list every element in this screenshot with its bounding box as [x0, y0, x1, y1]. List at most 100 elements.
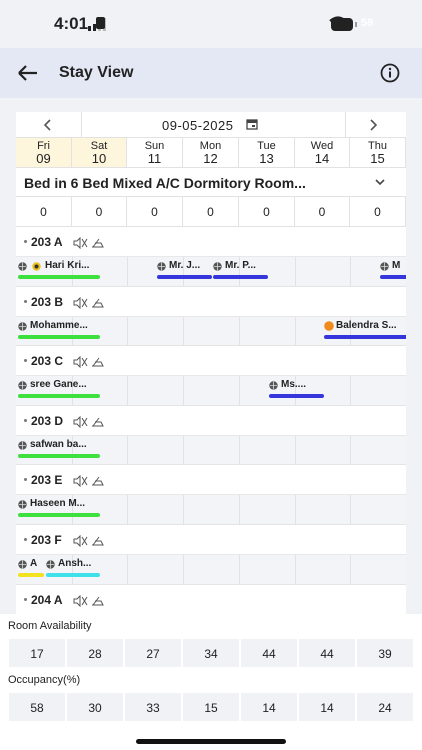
- next-button[interactable]: [345, 112, 406, 138]
- column-line: [72, 376, 73, 405]
- summary-value: 44: [262, 647, 276, 661]
- day-date: 12: [203, 151, 218, 166]
- title: Stay View: [59, 64, 134, 81]
- booking[interactable]: Mr. P...: [213, 260, 298, 283]
- back-button[interactable]: [16, 63, 40, 83]
- column-line: [127, 555, 128, 584]
- booking[interactable]: Ms....: [269, 379, 354, 402]
- availability-label: Room Availability: [8, 620, 92, 632]
- room-row: 203 D: [16, 405, 406, 436]
- summary-value: 27: [146, 647, 160, 661]
- chevron: [375, 179, 385, 186]
- column-line: [183, 435, 184, 465]
- room-status-icons: [73, 355, 107, 373]
- battery: 58: [360, 17, 374, 29]
- column-line: [127, 495, 128, 524]
- day-date: 14: [314, 151, 330, 166]
- booking[interactable]: sree Gane...: [18, 379, 130, 402]
- guest-name: M: [392, 260, 401, 271]
- summary-cell: 44: [240, 638, 298, 668]
- booking[interactable]: Hari Kri...: [18, 260, 130, 283]
- column-line: [127, 376, 128, 405]
- guest-name: A: [30, 558, 38, 569]
- column-line: [72, 257, 73, 286]
- column-line: [295, 376, 296, 405]
- count-cell: 0: [16, 197, 72, 227]
- room-name: 203 B: [31, 294, 64, 309]
- info-button[interactable]: [379, 62, 401, 84]
- day-name: Wed: [310, 140, 334, 152]
- guest-name: Ms....: [281, 379, 307, 391]
- room-row: 203 A: [16, 227, 406, 257]
- room-bullet: [24, 299, 27, 303]
- room-bullet: [24, 418, 27, 422]
- summary-value: 14: [262, 701, 276, 715]
- calendar-icon[interactable]: [246, 118, 258, 130]
- count-cell: 0: [127, 197, 183, 227]
- guest-name: Mohamme...: [30, 319, 88, 331]
- column-line: [239, 555, 240, 584]
- day-date: 09: [36, 151, 51, 166]
- column-line: [239, 435, 240, 465]
- column-line: [183, 316, 184, 346]
- summary-cell: 15: [182, 692, 240, 722]
- day-cell: Sat 10: [72, 138, 127, 167]
- column-line: [350, 435, 351, 465]
- occupancy-label: Occupancy(%): [8, 674, 81, 686]
- column-line: [127, 316, 128, 346]
- room-bullet: [24, 597, 27, 601]
- room-type-row[interactable]: Bed in 6 Bed Mixed A/C Dormitory Room...: [16, 167, 406, 197]
- summary-cell: 34: [182, 638, 240, 668]
- booking[interactable]: Haseen M...: [18, 498, 130, 521]
- summary-value: 33: [146, 701, 160, 715]
- room-row: 203 E: [16, 465, 406, 496]
- summary-value: 44: [320, 647, 334, 661]
- booking-bar: [157, 275, 212, 279]
- room-bullet: [24, 538, 27, 541]
- room-status-icons: [73, 594, 107, 612]
- count-cell: 0: [239, 197, 295, 227]
- count-cell: 0: [295, 197, 350, 227]
- date-nav: 09-05-2025: [16, 112, 406, 138]
- booking[interactable]: Mohamme...: [18, 319, 130, 343]
- room-name: 203 D: [31, 413, 64, 428]
- day-date: 11: [147, 151, 162, 166]
- column-line: [239, 316, 240, 346]
- home-indicator: [136, 739, 286, 744]
- day-cell: Thu 15: [350, 138, 406, 167]
- booking-bar: [18, 334, 100, 339]
- booking-bar: [18, 275, 100, 279]
- day-cell: Mon 12: [183, 138, 239, 167]
- guest-name: Haseen M...: [30, 498, 86, 510]
- prev-button[interactable]: [16, 112, 82, 138]
- day-name: Fri: [37, 140, 50, 152]
- day-cell: Wed 14: [295, 138, 350, 167]
- summary-value: 24: [378, 701, 392, 715]
- room-row: 204 A: [16, 584, 406, 614]
- summary-value: 34: [204, 647, 218, 661]
- room-status-icons: [73, 296, 107, 314]
- column-line: [350, 555, 351, 584]
- room-name: 203 F: [31, 533, 62, 547]
- count: 0: [151, 205, 158, 219]
- room-name: 203 E: [31, 473, 63, 488]
- booking[interactable]: Ansh...: [46, 558, 130, 581]
- room-name: 203 A: [31, 235, 63, 249]
- day-date: 15: [370, 151, 385, 166]
- column-line: [239, 495, 240, 524]
- time: 4:01: [54, 14, 89, 33]
- booking[interactable]: Balendra S...: [324, 320, 406, 343]
- booking[interactable]: A: [18, 558, 74, 581]
- count: 0: [374, 205, 381, 219]
- summary-value: 30: [88, 701, 102, 715]
- summary-value: 28: [88, 647, 102, 661]
- booking-row: A Ansh...: [16, 555, 406, 585]
- column-line: [183, 376, 184, 405]
- room-bullet: [24, 478, 27, 482]
- booking[interactable]: M: [380, 260, 406, 283]
- booking-bar: [269, 394, 324, 399]
- count: 0: [263, 205, 270, 219]
- summary-cell: 39: [356, 638, 414, 668]
- booking[interactable]: Mr. J...: [157, 260, 242, 283]
- booking[interactable]: safwan ba...: [18, 439, 130, 462]
